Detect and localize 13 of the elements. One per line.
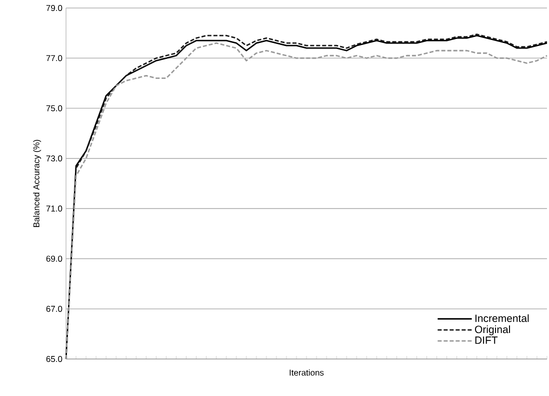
y-tick-label: 69.0 [46, 256, 62, 262]
y-tick-label: 71.0 [46, 206, 62, 212]
y-tick-label: 77.0 [46, 55, 62, 62]
y-tick-label: 79.0 [46, 4, 62, 11]
y-tick-label: 67.0 [46, 306, 62, 312]
legend-label: Incremental [475, 314, 529, 322]
y-axis-title: Balanced Accuracy (%) [33, 140, 42, 227]
x-axis-title: Iterations [290, 369, 324, 376]
y-tick-label: 73.0 [46, 155, 62, 162]
y-tick-label: 65.0 [46, 356, 62, 362]
y-tick-label: 75.0 [46, 105, 62, 112]
legend-label: DIFT [475, 336, 498, 344]
legend-label: Original [475, 325, 510, 336]
